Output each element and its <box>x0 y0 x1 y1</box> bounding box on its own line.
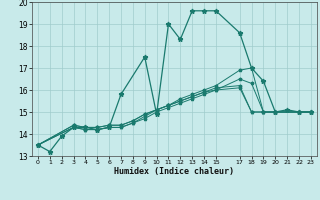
X-axis label: Humidex (Indice chaleur): Humidex (Indice chaleur) <box>115 167 234 176</box>
